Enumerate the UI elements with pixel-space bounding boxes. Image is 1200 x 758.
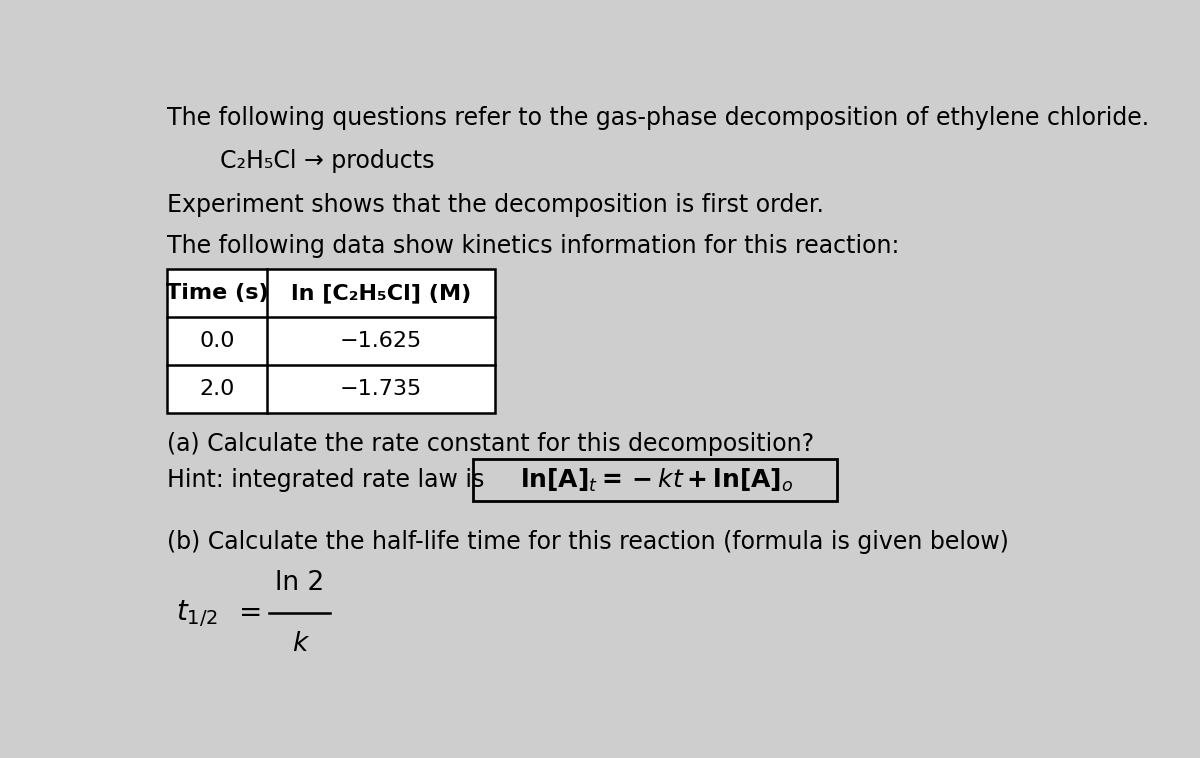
Text: 2.0: 2.0 — [199, 379, 235, 399]
Text: ln 2: ln 2 — [275, 570, 324, 596]
Text: Hint: integrated rate law is: Hint: integrated rate law is — [167, 468, 492, 492]
Text: −1.735: −1.735 — [340, 379, 422, 399]
Text: ln [C₂H₅Cl] (M): ln [C₂H₅Cl] (M) — [290, 283, 472, 303]
Text: $\mathbf{ln[A]_{\mathit{t}} = -\mathit{k}\mathit{t} + ln[A]_{\mathit{o}}}$: $\mathbf{ln[A]_{\mathit{t}} = -\mathit{k… — [520, 467, 793, 494]
Text: −1.625: −1.625 — [340, 330, 422, 351]
Text: 0.0: 0.0 — [199, 330, 235, 351]
Text: (a) Calculate the rate constant for this decomposition?: (a) Calculate the rate constant for this… — [167, 432, 814, 456]
Text: The following data show kinetics information for this reaction:: The following data show kinetics informa… — [167, 234, 899, 258]
Text: =: = — [239, 600, 263, 628]
Text: Time (s): Time (s) — [166, 283, 269, 303]
Text: C₂H₅Cl → products: C₂H₅Cl → products — [220, 149, 434, 174]
Bar — [473, 459, 838, 501]
Text: Experiment shows that the decomposition is first order.: Experiment shows that the decomposition … — [167, 193, 823, 217]
Text: (b) Calculate the half-life time for this reaction (formula is given below): (b) Calculate the half-life time for thi… — [167, 530, 1009, 554]
Text: $t_{1/2}$: $t_{1/2}$ — [176, 598, 217, 628]
Text: The following questions refer to the gas-phase decomposition of ethylene chlorid: The following questions refer to the gas… — [167, 105, 1148, 130]
Text: k: k — [292, 631, 307, 656]
